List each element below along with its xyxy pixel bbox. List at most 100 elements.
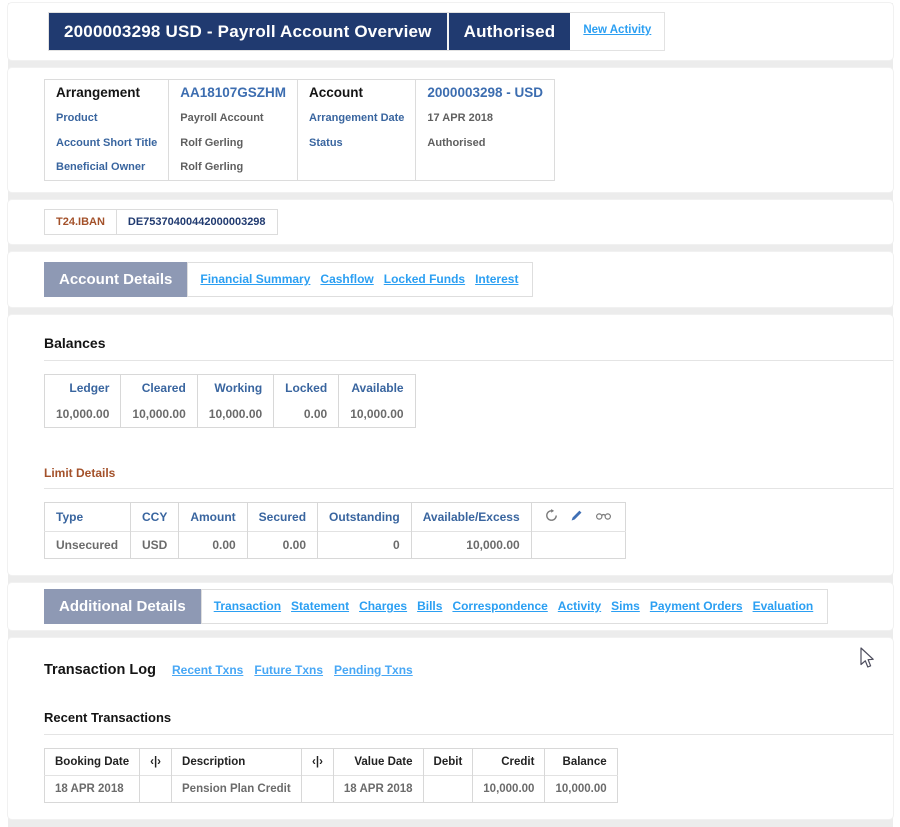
column-resize-icon[interactable]: ‹|› bbox=[301, 748, 334, 775]
arrangement-card: Arrangement AA18107GSZHM Account 2000003… bbox=[8, 68, 893, 192]
link-pending-txns[interactable]: Pending Txns bbox=[334, 662, 413, 677]
account-details-tabrow: Account Details Financial Summary Cashfl… bbox=[44, 261, 534, 297]
col-available-excess: Available/Excess bbox=[410, 502, 532, 531]
product-value: Payroll Account bbox=[168, 105, 298, 130]
col-balance: Balance bbox=[544, 748, 618, 775]
description-value: Pension Plan Credit bbox=[171, 774, 302, 802]
beneficial-owner-value: Rolf Gerling bbox=[168, 155, 298, 180]
balances-table: Ledger Cleared Working Locked Available … bbox=[44, 373, 416, 428]
empty-cell bbox=[415, 155, 555, 180]
col-booking-date: Booking Date bbox=[55, 755, 130, 768]
empty-cell bbox=[301, 774, 334, 802]
value-date-value: 18 APR 2018 bbox=[332, 774, 424, 802]
link-financial-summary[interactable]: Financial Summary bbox=[200, 272, 311, 286]
arrangement-table: Arrangement AA18107GSZHM Account 2000003… bbox=[44, 79, 555, 181]
status-value: Authorised bbox=[415, 130, 555, 155]
table-row: Unsecured USD 0.00 0.00 0 10,000.00 bbox=[44, 530, 626, 558]
product-label: Product bbox=[56, 111, 98, 124]
col-locked: Locked bbox=[273, 374, 339, 401]
iban-table: T24.IBAN DE75370400442000003298 bbox=[44, 208, 278, 235]
account-details-links: Financial Summary Cashflow Locked Funds … bbox=[187, 261, 534, 297]
link-correspondence[interactable]: Correspondence bbox=[452, 599, 548, 613]
col-value-date: Value Date bbox=[332, 748, 424, 775]
account-short-title-label: Account Short Title bbox=[56, 136, 158, 149]
tab-account-details[interactable]: Account Details bbox=[44, 261, 188, 297]
ledger-value: 10,000.00 bbox=[56, 406, 110, 421]
recent-transactions-heading: Recent Transactions bbox=[44, 709, 172, 725]
link-cashflow[interactable]: Cashflow bbox=[320, 272, 374, 286]
account-id[interactable]: 2000003298 - USD bbox=[415, 79, 555, 105]
table-row: Arrangement AA18107GSZHM Account 2000003… bbox=[45, 79, 555, 105]
link-activity[interactable]: Activity bbox=[557, 599, 602, 613]
booking-date-value: 18 APR 2018 bbox=[44, 774, 140, 802]
status-label: Status bbox=[297, 130, 416, 155]
table-row: Beneficial Owner Rolf Gerling bbox=[45, 155, 555, 180]
view-icon[interactable] bbox=[595, 510, 612, 524]
link-bills[interactable]: Bills bbox=[417, 599, 443, 613]
status-badge: Authorised bbox=[448, 13, 571, 50]
table-row: Product Payroll Account Arrangement Date… bbox=[45, 105, 555, 130]
link-future-txns[interactable]: Future Txns bbox=[254, 662, 324, 677]
limit-outstanding-value: 0 bbox=[317, 530, 412, 558]
tab-additional-details[interactable]: Additional Details bbox=[44, 588, 201, 624]
account-details-card: Account Details Financial Summary Cashfl… bbox=[8, 251, 893, 307]
balances-heading: Balances bbox=[44, 334, 106, 351]
col-ccy: CCY bbox=[129, 502, 179, 531]
iban-card: T24.IBAN DE75370400442000003298 bbox=[8, 199, 893, 244]
col-ledger: Ledger bbox=[69, 380, 110, 395]
refresh-icon[interactable] bbox=[545, 508, 558, 525]
link-payment-orders[interactable]: Payment Orders bbox=[649, 599, 743, 613]
column-resize-icon[interactable]: ‹|› bbox=[139, 748, 172, 775]
empty-cell bbox=[530, 530, 626, 558]
table-row: 18 APR 2018 Pension Plan Credit 18 APR 2… bbox=[44, 774, 618, 802]
empty-cell bbox=[139, 774, 172, 802]
arrangement-label: Arrangement bbox=[56, 85, 141, 100]
transaction-log-links: Recent Txns Future Txns Pending Txns bbox=[172, 663, 413, 677]
iban-value: DE75370400442000003298 bbox=[115, 209, 278, 234]
link-interest[interactable]: Interest bbox=[475, 272, 519, 286]
arrangement-date-value: 17 APR 2018 bbox=[415, 105, 555, 130]
link-evaluation[interactable]: Evaluation bbox=[752, 599, 814, 613]
transaction-log-card: Transaction Log Recent Txns Future Txns … bbox=[8, 637, 893, 819]
locked-value: 0.00 bbox=[273, 400, 339, 427]
iban-label: T24.IBAN bbox=[56, 215, 105, 228]
beneficial-owner-label: Beneficial Owner bbox=[56, 161, 146, 174]
col-description: Description bbox=[171, 748, 302, 775]
credit-value: 10,000.00 bbox=[472, 774, 545, 802]
arrangement-id[interactable]: AA18107GSZHM bbox=[168, 79, 298, 105]
balance-value: 10,000.00 bbox=[544, 774, 618, 802]
transaction-log-header: Transaction Log Recent Txns Future Txns … bbox=[44, 662, 857, 678]
account-short-title-value: Rolf Gerling bbox=[168, 130, 298, 155]
empty-cell bbox=[297, 155, 416, 180]
divider bbox=[44, 359, 893, 361]
edit-icon[interactable] bbox=[570, 509, 583, 525]
col-cleared: Cleared bbox=[120, 374, 198, 401]
limit-amount-value: 0.00 bbox=[178, 530, 248, 558]
table-row: Ledger Cleared Working Locked Available bbox=[45, 374, 416, 401]
limit-details-table: Type CCY Amount Secured Outstanding Avai… bbox=[44, 501, 626, 559]
link-charges[interactable]: Charges bbox=[359, 599, 408, 613]
transaction-log-heading: Transaction Log bbox=[44, 661, 156, 678]
link-transaction[interactable]: Transaction bbox=[213, 599, 282, 613]
col-working: Working bbox=[196, 374, 274, 401]
divider bbox=[44, 487, 893, 489]
working-value: 10,000.00 bbox=[196, 400, 274, 427]
limit-available-excess-value: 10,000.00 bbox=[410, 530, 532, 558]
additional-details-card: Additional Details Transaction Statement… bbox=[8, 582, 893, 630]
account-label: Account bbox=[297, 79, 416, 105]
header-bar: 2000003298 USD - Payroll Account Overvie… bbox=[48, 12, 666, 51]
table-row: Account Short Title Rolf Gerling Status … bbox=[45, 130, 555, 155]
link-statement[interactable]: Statement bbox=[291, 599, 350, 613]
table-row: T24.IBAN DE75370400442000003298 bbox=[45, 209, 278, 234]
additional-details-tabrow: Additional Details Transaction Statement… bbox=[44, 588, 829, 624]
link-recent-txns[interactable]: Recent Txns bbox=[172, 662, 244, 677]
arrangement-date-label: Arrangement Date bbox=[297, 105, 416, 130]
header-card: 2000003298 USD - Payroll Account Overvie… bbox=[8, 3, 893, 60]
new-activity-link[interactable]: New Activity bbox=[583, 24, 652, 36]
link-sims[interactable]: Sims bbox=[611, 599, 640, 613]
table-row: Type CCY Amount Secured Outstanding Avai… bbox=[45, 502, 626, 531]
recent-transactions-table: Booking Date ‹|› Description ‹|› Value D… bbox=[44, 747, 618, 803]
page-content: 2000003298 USD - Payroll Account Overvie… bbox=[8, 3, 893, 827]
link-locked-funds[interactable]: Locked Funds bbox=[383, 272, 466, 286]
new-activity-container: New Activity bbox=[570, 13, 665, 50]
